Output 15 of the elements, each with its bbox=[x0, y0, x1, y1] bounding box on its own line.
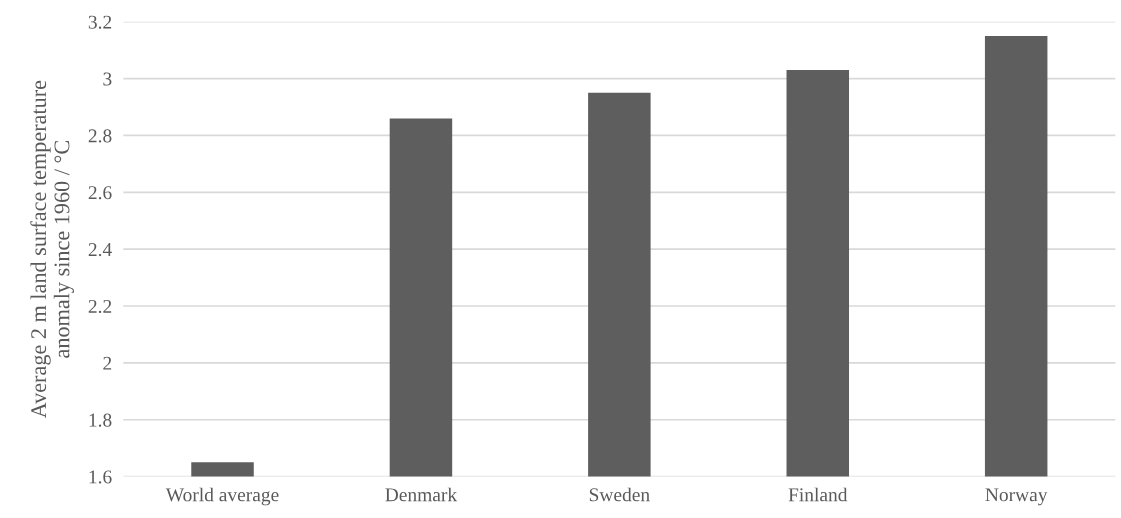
y-tick-label: 3 bbox=[103, 72, 112, 86]
y-tick-label: 2.4 bbox=[88, 243, 112, 257]
x-tick-label: Denmark bbox=[385, 487, 458, 502]
y-tick-label: 1.6 bbox=[89, 470, 112, 484]
x-tick-label: World average bbox=[165, 487, 279, 506]
y-axis-title: Average 2 m land surface temperature anomaly since 1960 / °C bbox=[30, 80, 74, 419]
y-tick-label: 2.6 bbox=[88, 186, 112, 200]
y-tick-label: 3.2 bbox=[88, 15, 112, 29]
y-tick-label: 1.8 bbox=[89, 413, 112, 427]
y-tick-label: 2.2 bbox=[88, 299, 112, 314]
y-tick-label: 2.8 bbox=[88, 129, 112, 143]
y-tick-label: 2 bbox=[103, 356, 112, 370]
x-tick-label: Sweden bbox=[589, 487, 650, 502]
x-tick-label: Finland bbox=[788, 487, 848, 502]
x-tick-label: Norway bbox=[985, 488, 1048, 506]
